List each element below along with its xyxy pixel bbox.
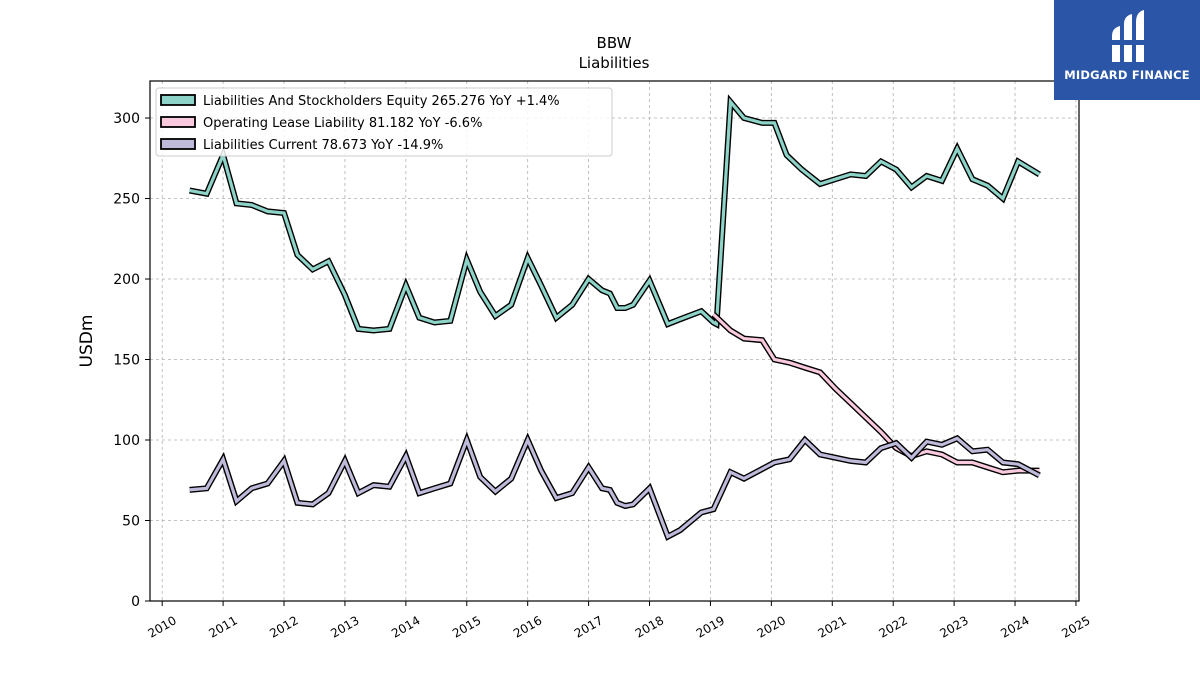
legend-swatch bbox=[160, 116, 196, 128]
x-tick-label: 2022 bbox=[876, 613, 909, 640]
chart-series-lines bbox=[189, 94, 1041, 541]
series-line bbox=[189, 97, 1041, 333]
x-tick-label: 2021 bbox=[816, 613, 849, 640]
series-outline bbox=[189, 431, 1041, 541]
chart-title: BBW bbox=[597, 34, 632, 52]
series-line-2 bbox=[711, 312, 1040, 476]
x-tick-label: 2020 bbox=[755, 613, 788, 640]
y-tick-label: 300 bbox=[113, 111, 140, 127]
legend-entry: Liabilities Current 78.673 YoY -14.9% bbox=[203, 138, 443, 153]
series-line bbox=[712, 313, 1040, 474]
y-tick-label: 50 bbox=[122, 514, 140, 530]
y-tick-label: 250 bbox=[113, 192, 140, 208]
series-line-3 bbox=[189, 431, 1041, 541]
x-tick-label: 2017 bbox=[572, 613, 605, 640]
y-tick-label: 100 bbox=[113, 433, 140, 449]
x-tick-label: 2011 bbox=[206, 613, 239, 640]
legend-entry: Liabilities And Stockholders Equity 265.… bbox=[203, 94, 560, 109]
series-line bbox=[189, 435, 1041, 539]
x-tick-label: 2024 bbox=[998, 613, 1031, 640]
chart-ticks: 2010 2011 2012 2013 2014 2015 2016 2017 2018 2019… bbox=[113, 111, 1092, 641]
x-tick-label: 2015 bbox=[450, 613, 483, 640]
brand-name: MIDGARD FINANCE bbox=[1064, 68, 1190, 82]
plot-frame bbox=[149, 80, 1080, 602]
chart-grid bbox=[150, 81, 1079, 602]
legend-box bbox=[155, 87, 613, 157]
x-tick-label: 2013 bbox=[328, 613, 361, 640]
chart-subtitle: Liabilities bbox=[579, 54, 650, 72]
series-line-1 bbox=[189, 94, 1041, 334]
x-tick-label: 2016 bbox=[511, 613, 544, 640]
x-tick-label: 2023 bbox=[937, 613, 970, 640]
y-tick-label: 0 bbox=[131, 594, 140, 610]
legend-swatch bbox=[160, 94, 196, 106]
x-tick-label: 2012 bbox=[267, 613, 300, 640]
y-tick-label: 150 bbox=[113, 353, 140, 369]
legend-swatch bbox=[160, 138, 196, 150]
x-tick-label: 2025 bbox=[1059, 613, 1092, 640]
legend-entry: Operating Lease Liability 81.182 YoY -6.… bbox=[203, 116, 482, 131]
y-axis-label: USDm bbox=[77, 315, 97, 368]
x-tick-label: 2010 bbox=[145, 613, 178, 640]
x-tick-label: 2014 bbox=[389, 613, 422, 640]
brand-logo: MIDGARD FINANCE bbox=[1054, 0, 1200, 100]
midgard-logo-icon bbox=[1108, 10, 1148, 62]
y-tick-label: 200 bbox=[113, 272, 140, 288]
chart-legend: Liabilities And Stockholders Equity 265.… bbox=[155, 87, 613, 157]
x-tick-label: 2018 bbox=[633, 613, 666, 640]
x-tick-label: 2019 bbox=[694, 613, 727, 640]
